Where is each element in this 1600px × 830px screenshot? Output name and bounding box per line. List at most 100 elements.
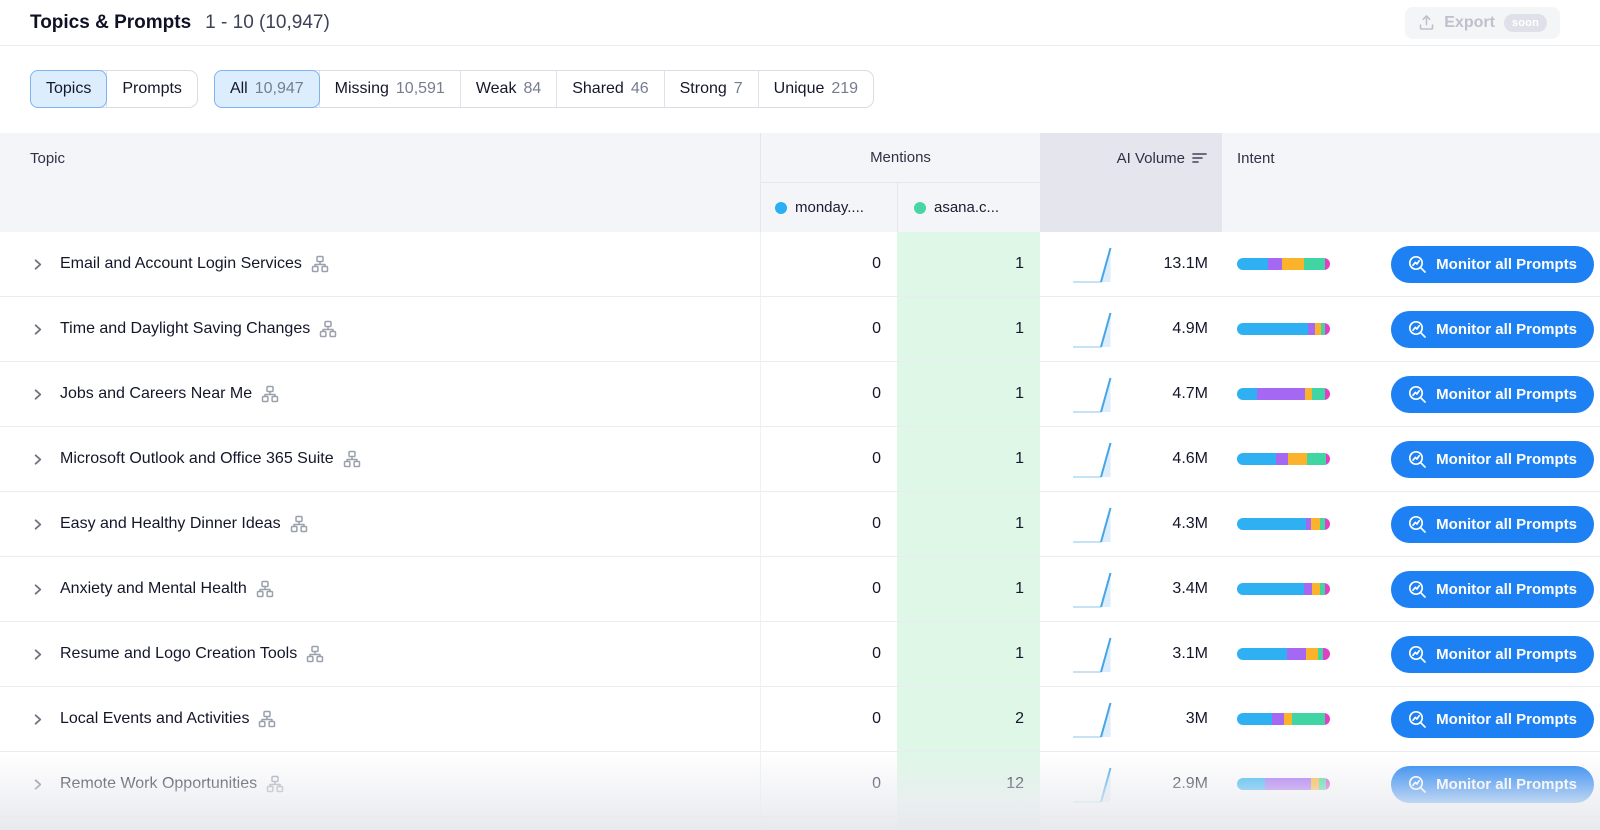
topic-name[interactable]: Local Events and Activities	[60, 710, 250, 727]
soon-badge: soon	[1503, 13, 1547, 32]
monitor-all-prompts-button[interactable]: Monitor all Prompts	[1391, 505, 1594, 543]
topic-name[interactable]: Microsoft Outlook and Office 365 Suite	[60, 450, 334, 467]
ai-volume-cell: 4.9M	[1040, 297, 1222, 361]
monitor-all-prompts-button[interactable]: Monitor all Prompts	[1391, 635, 1594, 673]
filter-unique-count: 219	[831, 80, 859, 97]
tab-prompts-label: Prompts	[122, 80, 182, 97]
filter-shared-count: 46	[630, 80, 649, 97]
expand-chevron-icon[interactable]	[30, 647, 45, 662]
sitemap-icon	[319, 320, 337, 338]
export-button-label: Export	[1444, 13, 1495, 31]
ai-volume-cell: 4.3M	[1040, 492, 1222, 556]
monitor-magnifier-icon	[1408, 450, 1427, 469]
intent-segment	[1276, 453, 1289, 465]
topic-name[interactable]: Time and Daylight Saving Changes	[60, 320, 311, 337]
intent-bar	[1237, 778, 1330, 790]
monitor-all-prompts-button[interactable]: Monitor all Prompts	[1391, 700, 1594, 738]
expand-chevron-icon[interactable]	[30, 582, 45, 597]
filter-unique[interactable]: Unique 219	[759, 71, 873, 107]
monitor-button-label: Monitor all Prompts	[1436, 450, 1577, 468]
mentions-asana-value: 1	[897, 232, 1040, 296]
expand-chevron-icon[interactable]	[30, 387, 45, 402]
table-header: Topic Mentions monday.... asana.c... AI …	[0, 133, 1600, 232]
topic-cell: Local Events and Activities	[0, 687, 760, 751]
trend-sparkline	[1070, 241, 1116, 287]
topic-cell: Remote Work Opportunities	[0, 752, 760, 816]
sitemap-icon	[256, 580, 274, 598]
ai-volume-value: 4.9M	[1172, 320, 1208, 337]
expand-chevron-icon[interactable]	[30, 257, 45, 272]
filter-shared[interactable]: Shared 46	[557, 71, 665, 107]
monitor-all-prompts-button[interactable]: Monitor all Prompts	[1391, 765, 1594, 803]
trend-sparkline	[1070, 306, 1116, 352]
filter-all-count: 10,947	[254, 80, 304, 97]
mentions-monday-value: 0	[760, 427, 897, 491]
monitor-button-label: Monitor all Prompts	[1436, 710, 1577, 728]
filter-strong[interactable]: Strong 7	[665, 71, 759, 107]
mentions-asana-value: 1	[897, 427, 1040, 491]
monday-dot-icon	[775, 201, 787, 214]
monitor-magnifier-icon	[1408, 580, 1427, 599]
trend-sparkline	[1070, 371, 1116, 417]
monitor-button-label: Monitor all Prompts	[1436, 775, 1577, 793]
export-button[interactable]: Export soon	[1405, 6, 1560, 39]
ai-volume-sort-control[interactable]: AI Volume	[1117, 133, 1222, 183]
filter-missing-label: Missing	[334, 80, 389, 97]
intent-bar	[1237, 453, 1330, 465]
intent-bar	[1237, 583, 1330, 595]
topic-name[interactable]: Remote Work Opportunities	[60, 775, 258, 792]
monitor-all-prompts-button[interactable]: Monitor all Prompts	[1391, 245, 1594, 283]
ai-volume-value: 4.7M	[1172, 385, 1208, 402]
expand-chevron-icon[interactable]	[30, 777, 45, 792]
intent-segment	[1303, 583, 1313, 595]
monitor-all-prompts-button[interactable]: Monitor all Prompts	[1391, 375, 1594, 413]
mentions-asana-value: 1	[897, 557, 1040, 621]
title-bar: Topics & Prompts 1 - 10 (10,947) Export …	[0, 0, 1600, 46]
topic-name[interactable]: Jobs and Careers Near Me	[60, 385, 253, 402]
status-filter-group: All 10,947 Missing 10,591 Weak 84 Shared…	[213, 70, 875, 108]
ai-volume-label: AI Volume	[1116, 149, 1185, 167]
mentions-monday-value: 0	[760, 492, 897, 556]
table-row: Jobs and Careers Near Me 0 1 4.7M	[0, 362, 1600, 427]
mentions-monday-value: 0	[760, 297, 897, 361]
tab-topics-label: Topics	[46, 80, 92, 97]
table-row: Email and Account Login Services 0 1	[0, 232, 1600, 297]
intent-bar	[1237, 518, 1330, 530]
intent-segment	[1237, 583, 1304, 595]
ai-volume-value: 4.6M	[1172, 450, 1208, 467]
mentions-monday-value: 0	[760, 687, 897, 751]
filter-missing-count: 10,591	[395, 80, 445, 97]
expand-chevron-icon[interactable]	[30, 517, 45, 532]
mentions-monday-value	[760, 817, 897, 830]
sitemap-icon	[258, 710, 276, 728]
intent-segment	[1237, 323, 1308, 335]
expand-chevron-icon[interactable]	[30, 712, 45, 727]
expand-chevron-icon[interactable]	[30, 452, 45, 467]
intent-segment	[1237, 453, 1277, 465]
tab-prompts[interactable]: Prompts	[106, 71, 197, 107]
monitor-all-prompts-button[interactable]: Monitor all Prompts	[1391, 440, 1594, 478]
intent-segment	[1237, 778, 1265, 790]
intent-segment	[1272, 713, 1285, 725]
filter-all[interactable]: All 10,947	[213, 70, 320, 108]
tab-topics[interactable]: Topics	[30, 70, 108, 108]
intent-segment	[1325, 388, 1330, 400]
monitor-all-prompts-button[interactable]: Monitor all Prompts	[1391, 570, 1594, 608]
intent-segment	[1325, 583, 1330, 595]
topic-name[interactable]: Easy and Healthy Dinner Ideas	[60, 515, 281, 532]
monitor-all-prompts-button[interactable]: Monitor all Prompts	[1391, 310, 1594, 348]
topic-name[interactable]: Email and Account Login Services	[60, 255, 302, 272]
mentions-asana-value: 2	[897, 687, 1040, 751]
intent-segment	[1305, 648, 1318, 660]
expand-chevron-icon[interactable]	[30, 322, 45, 337]
filter-missing[interactable]: Missing 10,591	[318, 71, 461, 107]
asana-dot-icon	[914, 201, 926, 214]
intent-segment	[1318, 778, 1327, 790]
export-upload-icon	[1418, 14, 1435, 31]
intent-bar	[1237, 388, 1330, 400]
intent-segment	[1322, 648, 1330, 660]
topic-name[interactable]: Resume and Logo Creation Tools	[60, 645, 298, 662]
intent-segment	[1303, 258, 1326, 270]
filter-weak[interactable]: Weak 84	[461, 71, 558, 107]
topic-name[interactable]: Anxiety and Mental Health	[60, 580, 247, 597]
